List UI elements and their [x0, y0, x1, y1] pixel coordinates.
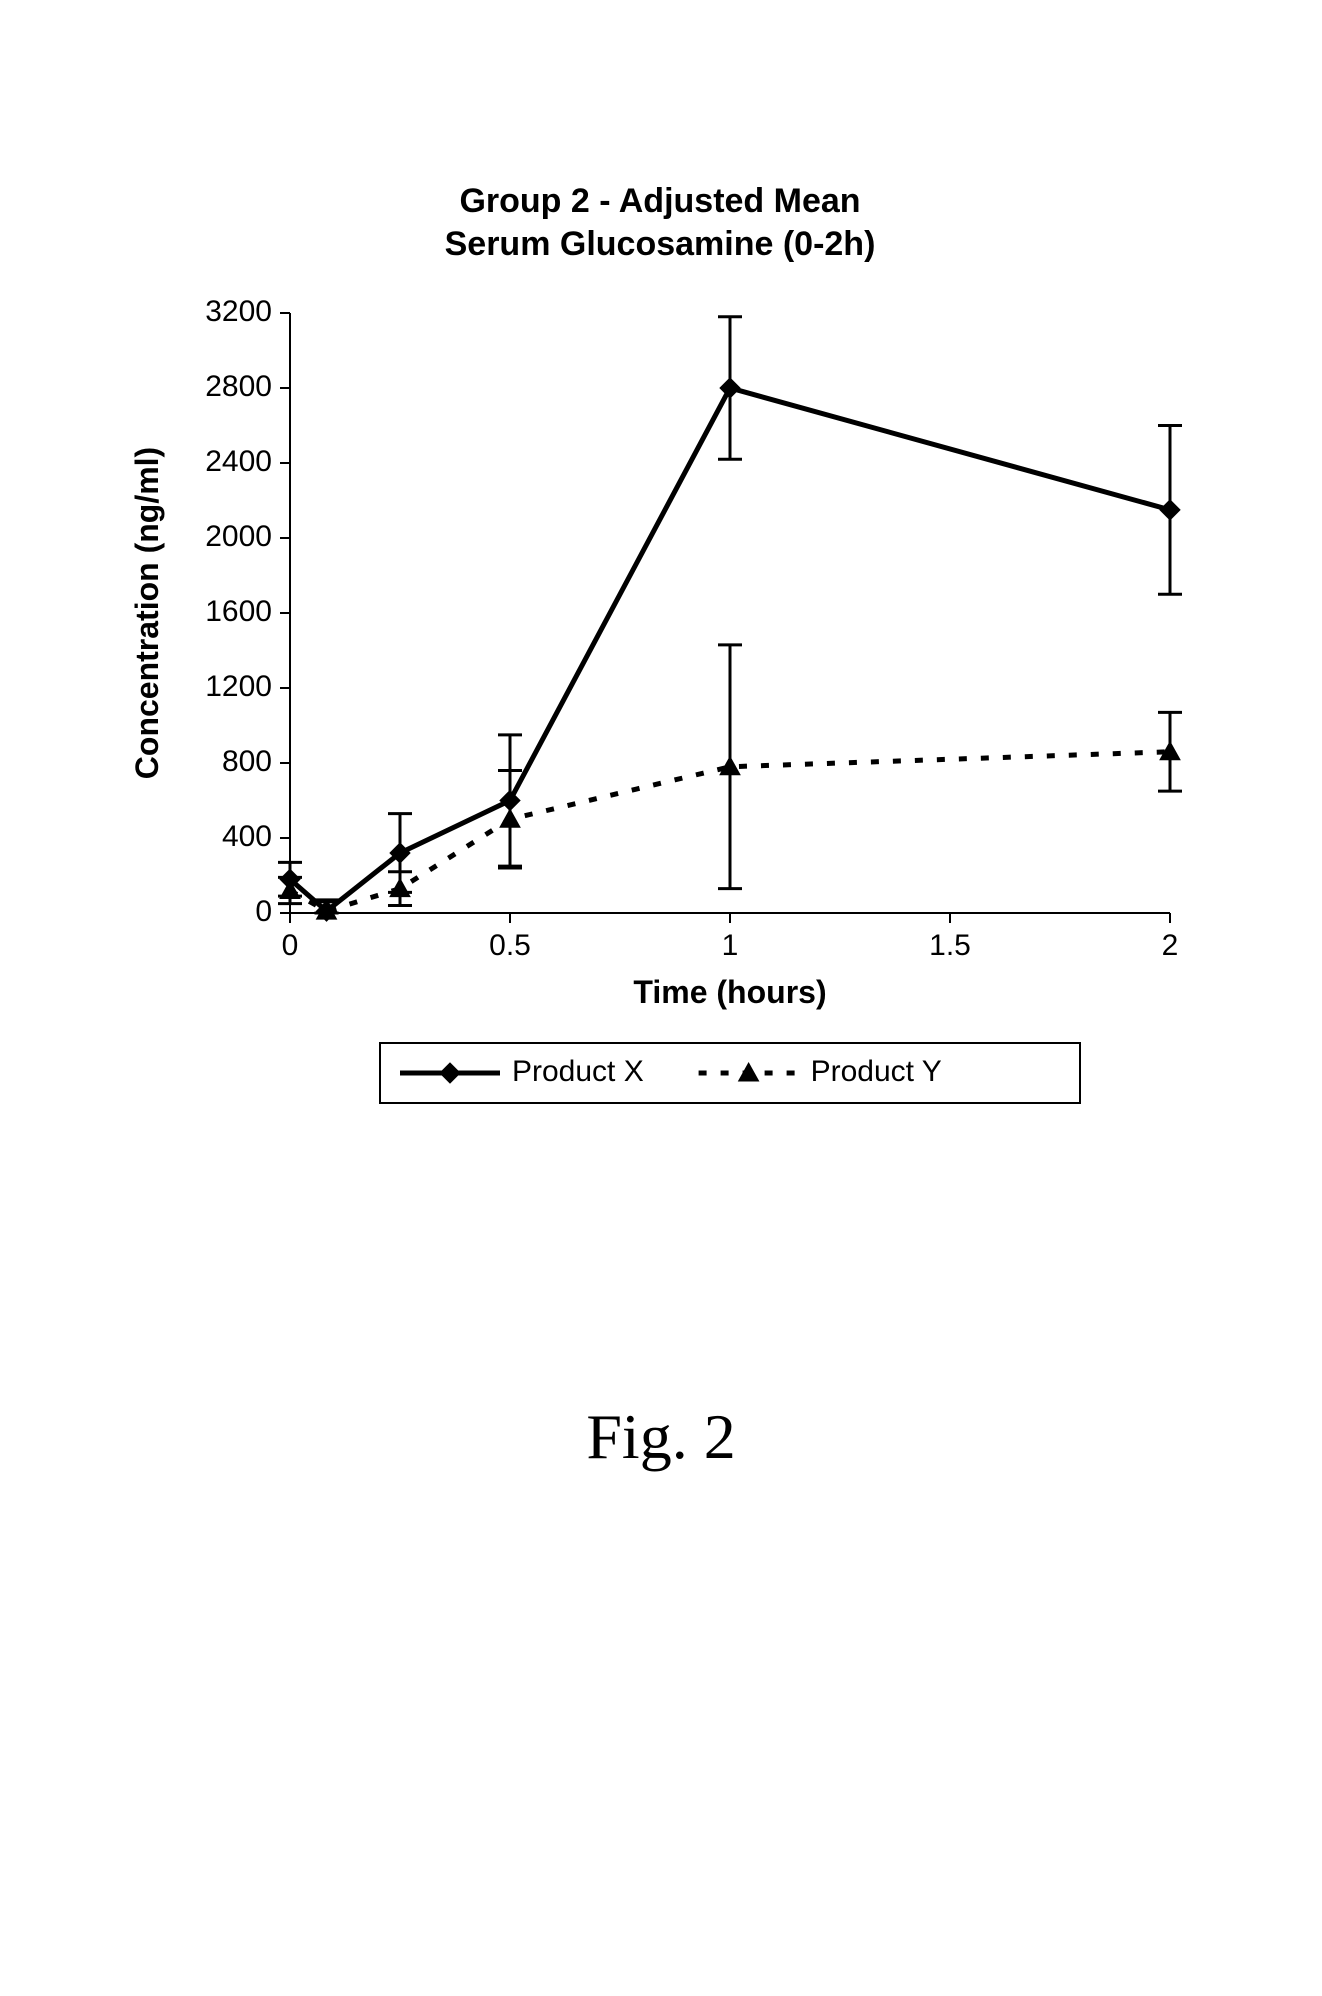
y-tick-label: 0	[255, 895, 272, 928]
x-tick-label: 1.5	[929, 929, 971, 962]
legend-label: Product Y	[811, 1055, 942, 1088]
y-tick-label: 800	[222, 745, 272, 778]
x-tick-label: 0	[282, 929, 299, 962]
y-tick-label: 3200	[205, 295, 272, 328]
x-axis-label: Time (hours)	[633, 974, 826, 1010]
chart-container: Group 2 - Adjusted Mean Serum Glucosamine…	[120, 180, 1200, 1188]
y-tick-label: 2000	[205, 520, 272, 553]
x-tick-label: 1	[722, 929, 739, 962]
page: Group 2 - Adjusted Mean Serum Glucosamine…	[0, 0, 1322, 1996]
x-tick-label: 2	[1162, 929, 1179, 962]
legend: Product X Product Y	[380, 1043, 1080, 1103]
x-tick-label: 0.5	[489, 929, 531, 962]
figure-caption: Fig. 2	[0, 1400, 1322, 1474]
y-tick-label: 2400	[205, 445, 272, 478]
y-tick-label: 400	[222, 820, 272, 853]
chart-title-line1: Group 2 - Adjusted Mean	[459, 182, 860, 220]
chart-svg-holder: 0 400 800 1200 1600 2000 2400 2800 3200 0 0.5 1 1.5 2…	[120, 283, 1200, 1188]
legend-label: Product X	[512, 1055, 644, 1088]
y-tick-label: 1200	[205, 670, 272, 703]
y-tick-label: 2800	[205, 370, 272, 403]
chart-title-line2: Serum Glucosamine (0-2h)	[445, 225, 876, 263]
y-tick-label: 1600	[205, 595, 272, 628]
chart-title: Group 2 - Adjusted Mean Serum Glucosamine…	[120, 180, 1200, 265]
chart-svg: 0 400 800 1200 1600 2000 2400 2800 3200 0 0.5 1 1.5 2…	[120, 283, 1200, 1183]
y-axis-label: Concentration (ng/ml)	[129, 447, 165, 779]
